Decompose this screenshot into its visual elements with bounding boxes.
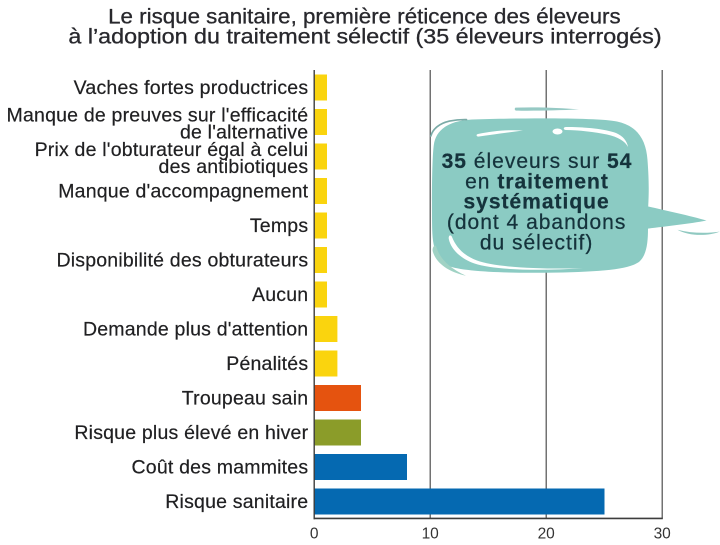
- svg-text:Manque de preuves sur l'effica: Manque de preuves sur l'efficacité: [7, 105, 309, 127]
- svg-text:Aucun: Aucun: [252, 284, 308, 306]
- svg-text:Vaches fortes productrices: Vaches fortes productrices: [74, 77, 309, 99]
- svg-text:Prix de l'obturateur égal à ce: Prix de l'obturateur égal à celui: [35, 139, 309, 161]
- svg-text:(dont 4 abandons: (dont 4 abandons: [447, 211, 626, 234]
- svg-text:à l’adoption du traitement sél: à l’adoption du traitement sélectif (35 …: [68, 25, 661, 48]
- svg-text:Coût des mammites: Coût des mammites: [132, 457, 309, 479]
- svg-text:Temps: Temps: [250, 215, 308, 237]
- svg-text:du sélectif): du sélectif): [480, 231, 594, 254]
- svg-text:Manque d'accompagnement: Manque d'accompagnement: [58, 181, 308, 203]
- svg-text:Le risque sanitaire, première: Le risque sanitaire, première réticence …: [108, 5, 621, 28]
- svg-text:Risque sanitaire: Risque sanitaire: [165, 491, 308, 513]
- svg-text:Demande plus d'attention: Demande plus d'attention: [83, 319, 308, 341]
- svg-text:des antibiotiques: des antibiotiques: [159, 156, 309, 178]
- svg-text:Risque plus élevé en hiver: Risque plus élevé en hiver: [74, 422, 308, 444]
- svg-text:10: 10: [422, 526, 440, 543]
- svg-text:Pénalités: Pénalités: [226, 353, 308, 375]
- svg-text:0: 0: [310, 526, 319, 543]
- svg-text:Troupeau sain: Troupeau sain: [182, 388, 309, 410]
- svg-text:en traitement: en traitement: [465, 170, 609, 193]
- svg-text:35 éleveurs sur 54: 35 éleveurs sur 54: [442, 150, 633, 173]
- svg-text:de l'alternative: de l'alternative: [180, 121, 308, 143]
- svg-text:30: 30: [654, 526, 672, 543]
- svg-text:systématique: systématique: [463, 191, 609, 214]
- svg-text:Disponibilité des obturateurs: Disponibilité des obturateurs: [56, 250, 308, 272]
- svg-text:20: 20: [538, 526, 556, 543]
